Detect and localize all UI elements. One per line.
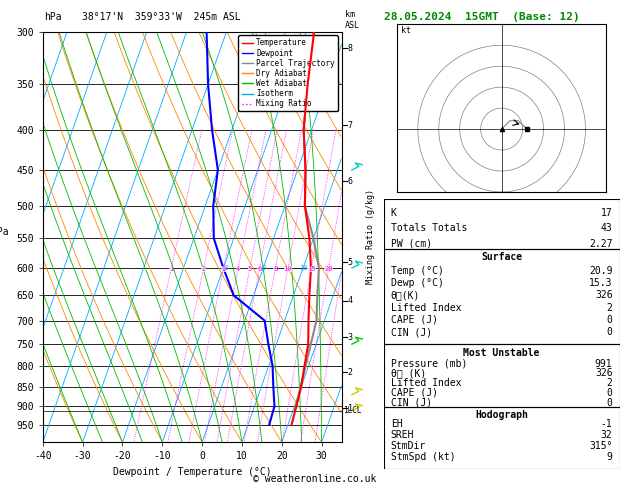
Text: 0: 0 bbox=[606, 388, 613, 398]
Text: 2: 2 bbox=[606, 303, 613, 312]
Text: 991: 991 bbox=[595, 359, 613, 368]
Y-axis label: hPa: hPa bbox=[0, 227, 8, 237]
Text: CAPE (J): CAPE (J) bbox=[391, 315, 438, 325]
Text: K: K bbox=[391, 208, 397, 218]
Text: hPa: hPa bbox=[44, 12, 62, 22]
Text: 8: 8 bbox=[273, 266, 277, 272]
Text: 315°: 315° bbox=[589, 441, 613, 451]
Text: Hodograph: Hodograph bbox=[475, 410, 528, 419]
Text: -10: -10 bbox=[217, 265, 230, 271]
Text: 3: 3 bbox=[221, 266, 226, 272]
Text: 326: 326 bbox=[595, 290, 613, 300]
Text: CIN (J): CIN (J) bbox=[391, 398, 432, 408]
Text: 17: 17 bbox=[601, 208, 613, 218]
Text: 28.05.2024  15GMT  (Base: 12): 28.05.2024 15GMT (Base: 12) bbox=[384, 12, 579, 22]
Text: 1: 1 bbox=[169, 266, 173, 272]
Text: θᴇ(K): θᴇ(K) bbox=[391, 290, 420, 300]
Text: 326: 326 bbox=[595, 368, 613, 378]
Text: 5: 5 bbox=[348, 258, 353, 267]
Text: 6: 6 bbox=[257, 266, 262, 272]
Text: Pressure (mb): Pressure (mb) bbox=[391, 359, 467, 368]
Text: Surface: Surface bbox=[481, 252, 522, 262]
Text: SREH: SREH bbox=[391, 430, 415, 440]
Text: © weatheronline.co.uk: © weatheronline.co.uk bbox=[253, 473, 376, 484]
Text: 5: 5 bbox=[248, 266, 252, 272]
Text: 0: 0 bbox=[606, 398, 613, 408]
Text: 3: 3 bbox=[348, 333, 353, 342]
Text: 20: 20 bbox=[325, 266, 333, 272]
Legend: Temperature, Dewpoint, Parcel Trajectory, Dry Adiabat, Wet Adiabat, Isotherm, Mi: Temperature, Dewpoint, Parcel Trajectory… bbox=[238, 35, 338, 111]
Text: Temp (°C): Temp (°C) bbox=[391, 266, 443, 276]
Text: 6: 6 bbox=[348, 176, 353, 186]
Text: 0: 0 bbox=[606, 327, 613, 337]
Text: -1: -1 bbox=[601, 419, 613, 429]
Text: Lifted Index: Lifted Index bbox=[391, 378, 461, 388]
Text: PW (cm): PW (cm) bbox=[391, 239, 432, 249]
Text: 4: 4 bbox=[236, 266, 240, 272]
X-axis label: Dewpoint / Temperature (°C): Dewpoint / Temperature (°C) bbox=[113, 467, 272, 477]
Text: 7: 7 bbox=[348, 121, 353, 130]
Text: 2: 2 bbox=[201, 266, 206, 272]
Text: 43: 43 bbox=[601, 223, 613, 233]
Text: 1LCL: 1LCL bbox=[343, 406, 362, 416]
Text: 15: 15 bbox=[307, 266, 316, 272]
Text: 2: 2 bbox=[606, 378, 613, 388]
Text: 20.9: 20.9 bbox=[589, 266, 613, 276]
Text: 2: 2 bbox=[348, 368, 353, 377]
Text: 10: 10 bbox=[299, 265, 307, 271]
Text: km
ASL: km ASL bbox=[345, 11, 360, 30]
Text: Totals Totals: Totals Totals bbox=[391, 223, 467, 233]
Text: EH: EH bbox=[391, 419, 403, 429]
Text: 10: 10 bbox=[284, 266, 292, 272]
Text: 32: 32 bbox=[601, 430, 613, 440]
Text: Dewp (°C): Dewp (°C) bbox=[391, 278, 443, 288]
Text: kt: kt bbox=[401, 26, 411, 35]
Text: 0: 0 bbox=[606, 315, 613, 325]
Text: StmSpd (kt): StmSpd (kt) bbox=[391, 452, 455, 462]
Text: 0: 0 bbox=[261, 265, 265, 271]
Text: StmDir: StmDir bbox=[391, 441, 426, 451]
Text: 1: 1 bbox=[348, 404, 353, 413]
Text: Mixing Ratio (g/kg): Mixing Ratio (g/kg) bbox=[367, 190, 376, 284]
Text: Most Unstable: Most Unstable bbox=[464, 348, 540, 358]
Text: 38°17'N  359°33'W  245m ASL: 38°17'N 359°33'W 245m ASL bbox=[82, 12, 240, 22]
Text: 8: 8 bbox=[348, 44, 353, 53]
Text: CIN (J): CIN (J) bbox=[391, 327, 432, 337]
Text: 15.3: 15.3 bbox=[589, 278, 613, 288]
Text: Lifted Index: Lifted Index bbox=[391, 303, 461, 312]
Text: θᴇ (K): θᴇ (K) bbox=[391, 368, 426, 378]
Text: 9: 9 bbox=[606, 452, 613, 462]
Text: 4: 4 bbox=[348, 296, 353, 305]
Text: 2.27: 2.27 bbox=[589, 239, 613, 249]
Text: CAPE (J): CAPE (J) bbox=[391, 388, 438, 398]
